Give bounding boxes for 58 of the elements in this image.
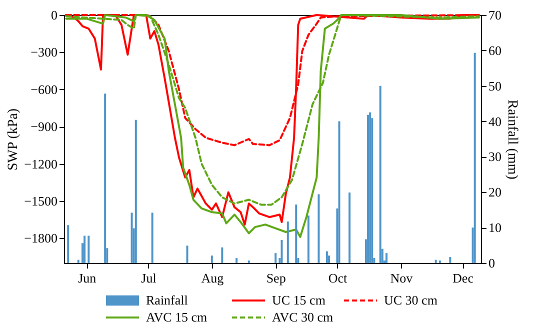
bar [104,94,106,263]
x-tick-label: Sep [266,270,286,286]
y-tick-label: −1500 [24,194,58,208]
x-tick-label: Jul [141,270,157,286]
bar [186,246,188,263]
y-tick-label: 0 [51,8,58,22]
y2-tick-label: 50 [488,78,502,94]
bar [221,247,224,263]
y2-tick-label: 10 [488,220,502,236]
x-tick-label: Oct [328,270,348,286]
bar [280,240,283,263]
bar [326,251,328,263]
bar [386,253,388,263]
y-tick-label: −300 [30,44,58,60]
bar [369,112,372,263]
y-tick-label: −900 [30,119,58,134]
legend-label: Rainfall [146,292,188,308]
y2-tick-label: 70 [488,8,502,22]
x-tick-label: Jun [78,270,97,286]
bar [134,120,137,263]
legend-label: AVC 30 cm [272,310,334,324]
bar [236,258,238,263]
bar [88,236,90,263]
bar [77,260,80,263]
legend-label: UC 30 cm [384,292,438,308]
x-tick-label: Aug [201,270,224,286]
bar [295,204,298,263]
bar [286,222,289,263]
bar [434,260,437,263]
bar [151,212,154,263]
bar [130,212,133,263]
bar [367,114,370,263]
y2-tick-label: 20 [488,184,502,200]
bar [348,192,351,263]
bar [210,256,213,263]
y2-tick-label: 0 [488,256,495,270]
legend-label: UC 15 cm [272,292,326,308]
bar [67,225,70,263]
bar [274,253,277,263]
y-axis-title: SWP (kPa) [6,108,22,171]
y2-tick-label: 30 [488,149,502,164]
bar [318,194,320,263]
y-tick-label: −600 [30,82,58,97]
bar [328,256,330,263]
y2-tick-label: 60 [488,42,502,58]
bar [449,256,452,263]
x-tick-label: Nov [390,270,414,286]
bar [474,52,476,263]
bar [307,216,310,263]
y-tick-label: −1200 [24,156,58,172]
y2-tick-label: 40 [488,114,502,129]
bar [338,121,340,263]
legend-label: AVC 15 cm [146,310,208,324]
bar [379,86,382,263]
x-tick-label: Dec [452,270,474,286]
y2-axis-title: Rainfall (mm) [504,100,520,180]
y-tick-label: −1800 [24,230,58,246]
bar [84,236,86,263]
